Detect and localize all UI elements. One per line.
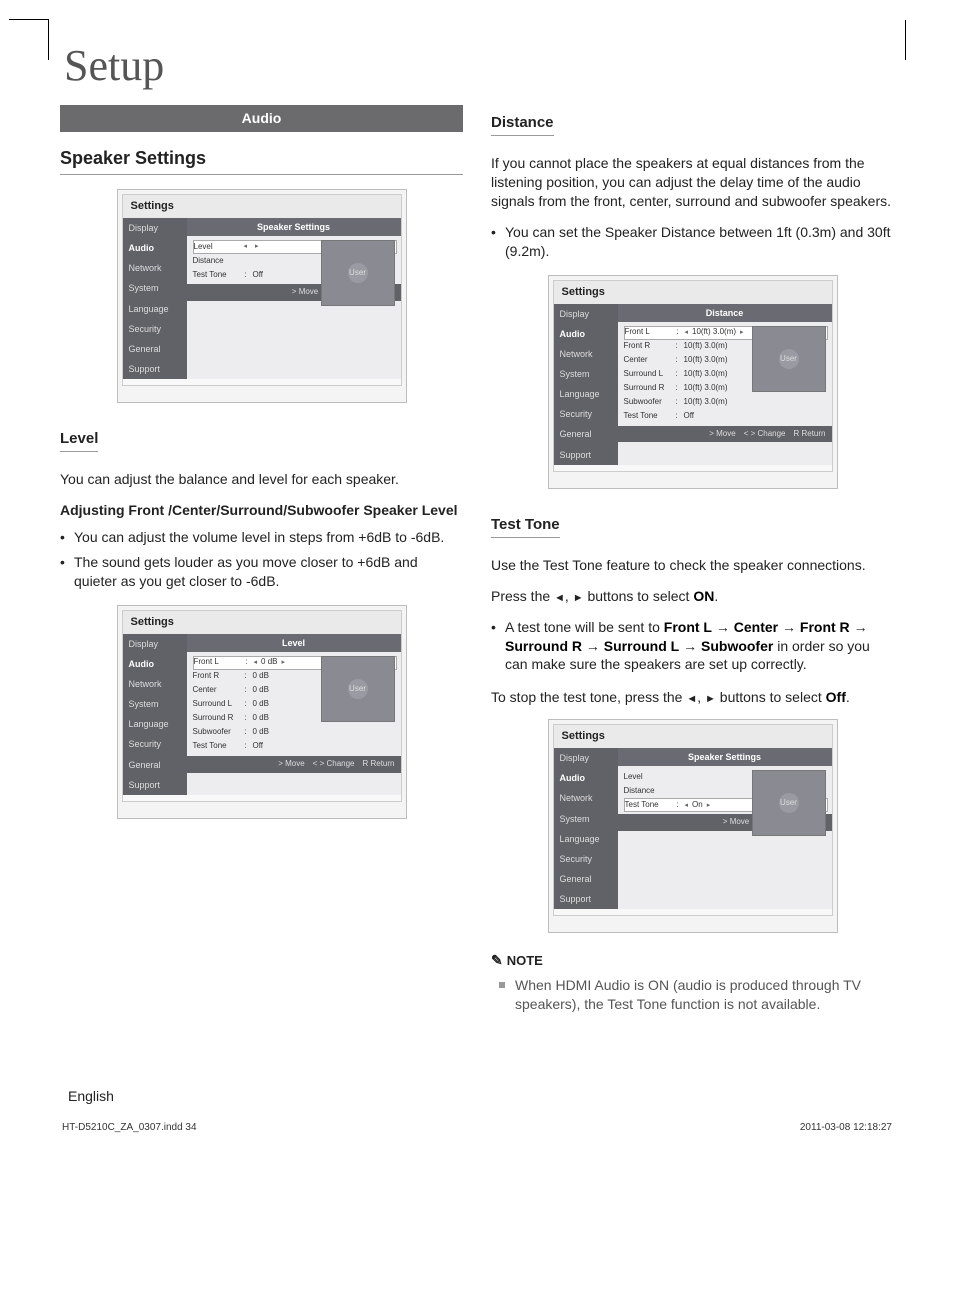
osd-side-item: Language	[554, 829, 618, 849]
test-tone-heading: Test Tone	[491, 515, 560, 538]
osd-panel-title: Level	[187, 634, 401, 652]
distance-heading: Distance	[491, 113, 554, 136]
audio-bar: Audio	[60, 105, 463, 132]
level-desc: You can adjust the balance and level for…	[60, 470, 463, 489]
osd-side-item: Display	[123, 218, 187, 238]
osd-panel-title: Speaker Settings	[618, 748, 832, 766]
osd-side-item: Security	[123, 734, 187, 754]
osd-header: Settings	[554, 281, 832, 304]
osd-side-item: Display	[554, 304, 618, 324]
osd-sidebar: DisplayAudioNetworkSystemLanguageSecurit…	[123, 634, 187, 795]
bullet: You can adjust the volume level in steps…	[60, 528, 463, 547]
osd-footer: > Move< > ChangeR Return	[187, 756, 401, 773]
osd-side-item: Language	[123, 299, 187, 319]
osd-side-item: System	[123, 278, 187, 298]
osd-level: Settings DisplayAudioNetworkSystemLangua…	[117, 605, 407, 819]
bullet: The sound gets louder as you move closer…	[60, 553, 463, 591]
osd-side-item: General	[123, 755, 187, 775]
page-language: English	[60, 1088, 894, 1108]
osd-panel-title: Speaker Settings	[187, 218, 401, 236]
test-tone-press: Press the ◄, ► buttons to select ON.	[491, 587, 894, 606]
osd-side-item: Support	[123, 775, 187, 795]
right-column: Distance If you cannot place the speaker…	[491, 105, 894, 1028]
osd-side-item: Display	[554, 748, 618, 768]
room-diagram: User	[752, 326, 826, 392]
test-tone-desc: Use the Test Tone feature to check the s…	[491, 556, 894, 575]
osd-side-item: Network	[554, 788, 618, 808]
test-tone-stop: To stop the test tone, press the ◄, ► bu…	[491, 688, 894, 707]
osd-test-tone: Settings DisplayAudioNetworkSystemLangua…	[548, 719, 838, 933]
osd-side-item: Network	[123, 258, 187, 278]
bullet: A test tone will be sent to Front L → Ce…	[491, 618, 894, 675]
osd-sidebar: DisplayAudioNetworkSystemLanguageSecurit…	[554, 748, 618, 909]
room-diagram: User	[321, 240, 395, 306]
osd-row: Test Tone:Off	[624, 410, 828, 424]
osd-speaker-settings: Settings DisplayAudioNetworkSystemLangua…	[117, 189, 407, 403]
osd-side-item: Support	[554, 445, 618, 465]
osd-side-item: General	[123, 339, 187, 359]
osd-row: Subwoofer:0 dB	[193, 726, 397, 740]
osd-side-item: Language	[554, 384, 618, 404]
osd-distance: Settings DisplayAudioNetworkSystemLangua…	[548, 275, 838, 489]
osd-sidebar: DisplayAudioNetworkSystemLanguageSecurit…	[554, 304, 618, 465]
room-diagram: User	[752, 770, 826, 836]
osd-side-item: Audio	[123, 238, 187, 258]
osd-side-item: Security	[554, 404, 618, 424]
osd-side-item: General	[554, 869, 618, 889]
level-heading: Level	[60, 429, 98, 452]
print-footer: HT-D5210C_ZA_0307.indd 34 2011-03-08 12:…	[62, 1118, 892, 1133]
osd-side-item: Support	[123, 359, 187, 379]
footer-date: 2011-03-08 12:18:27	[800, 1122, 892, 1133]
osd-sidebar: DisplayAudioNetworkSystemLanguageSecurit…	[123, 218, 187, 379]
osd-row: Test Tone:Off	[193, 740, 397, 754]
osd-header: Settings	[123, 195, 401, 218]
footer-file: HT-D5210C_ZA_0307.indd 34	[62, 1122, 197, 1133]
left-column: Audio Speaker Settings Settings DisplayA…	[60, 105, 463, 1028]
osd-side-item: System	[123, 694, 187, 714]
speaker-settings-heading: Speaker Settings	[60, 146, 463, 175]
osd-side-item: Language	[123, 714, 187, 734]
osd-side-item: Display	[123, 634, 187, 654]
osd-side-item: Audio	[123, 654, 187, 674]
pencil-icon: ✎	[491, 952, 503, 968]
osd-side-item: Network	[554, 344, 618, 364]
osd-side-item: System	[554, 809, 618, 829]
osd-side-item: Audio	[554, 768, 618, 788]
osd-header: Settings	[554, 725, 832, 748]
osd-header: Settings	[123, 611, 401, 634]
room-diagram: User	[321, 656, 395, 722]
adjusting-heading: Adjusting Front /Center/Surround/Subwoof…	[60, 501, 463, 520]
osd-footer: > Move< > ChangeR Return	[618, 426, 832, 443]
osd-side-item: Audio	[554, 324, 618, 344]
osd-row: Subwoofer:10(ft) 3.0(m)	[624, 396, 828, 410]
note-bullet: When HDMI Audio is ON (audio is produced…	[491, 976, 894, 1014]
osd-side-item: Support	[554, 889, 618, 909]
osd-side-item: Security	[123, 319, 187, 339]
osd-side-item: Security	[554, 849, 618, 869]
osd-side-item: Network	[123, 674, 187, 694]
note-heading: ✎NOTE	[491, 951, 894, 970]
bullet: You can set the Speaker Distance between…	[491, 223, 894, 261]
osd-side-item: General	[554, 424, 618, 444]
osd-side-item: System	[554, 364, 618, 384]
distance-desc: If you cannot place the speakers at equa…	[491, 154, 894, 211]
page-title: Setup	[64, 40, 894, 91]
osd-panel-title: Distance	[618, 304, 832, 322]
